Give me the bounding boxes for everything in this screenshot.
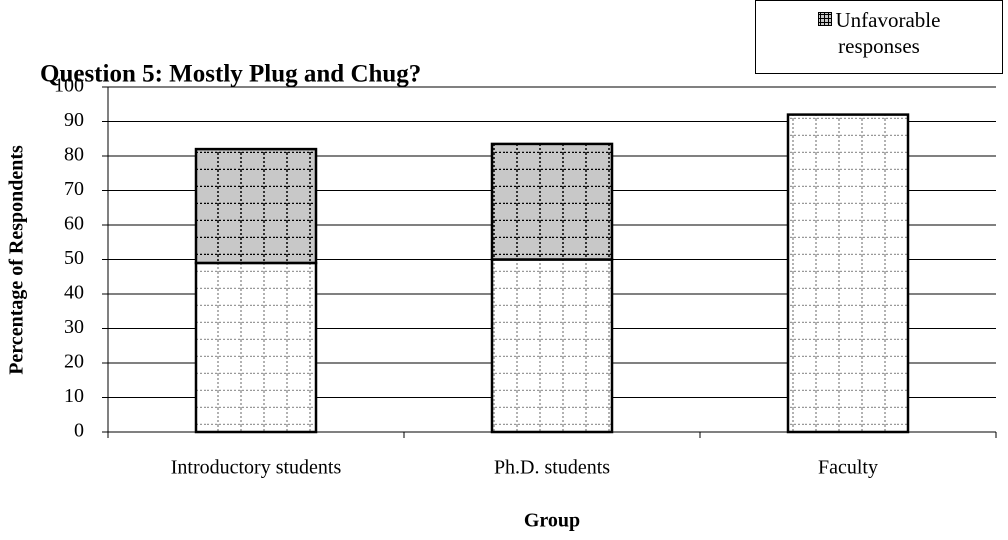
bar-segment [194,147,318,265]
y-tick-label: 30 [64,316,84,338]
legend-swatch [817,12,832,26]
y-tick-label: 10 [64,385,84,407]
bar-segment [194,261,318,434]
y-tick-label: 60 [64,213,84,235]
legend-label: Unfavorable responses [835,8,941,58]
y-tick-label: 0 [74,420,84,442]
chart-title: Question 5: Mostly Plug and Chug? [40,61,421,88]
x-tick-label: Ph.D. students [494,457,610,479]
bar-segment [490,258,614,434]
y-tick-label: 90 [64,109,84,131]
x-tick-label: Faculty [818,457,878,479]
y-tick-label: 20 [64,351,84,373]
y-tick-label: 70 [64,178,84,200]
y-tick-label: 100 [54,75,84,97]
y-tick-label: 50 [64,247,84,269]
y-tick-label: 80 [64,144,84,166]
y-axis-label: Percentage of Respondents [6,145,28,375]
bar-segment [786,113,910,434]
plot-area: 0 10 20 30 40 50 60 70 80 90 100 Introductory stude… [54,75,997,479]
x-tick-label: Introductory students [171,457,342,479]
bar-segment [490,142,614,261]
legend: Unfavorable responses [755,0,1003,74]
x-axis-label: Group [524,510,580,532]
y-tick-label: 40 [64,282,84,304]
